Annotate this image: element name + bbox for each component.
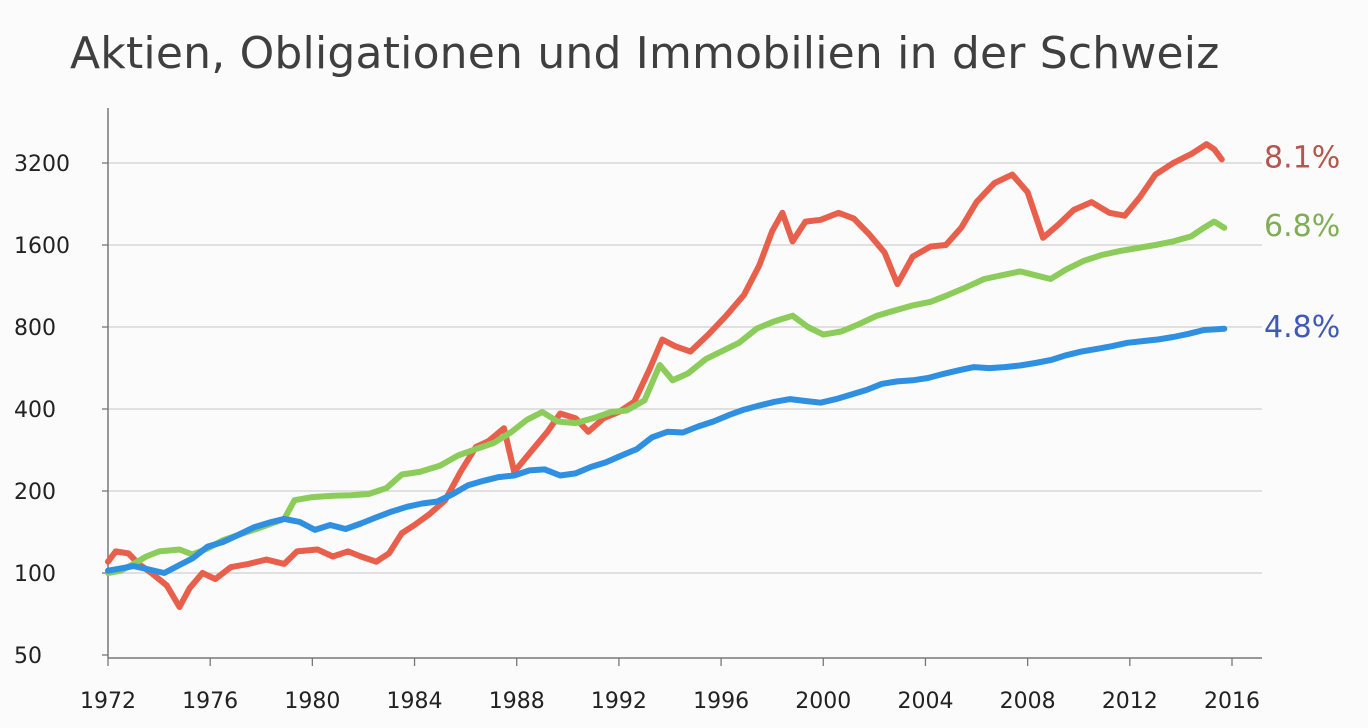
x-tick-label: 2008 <box>1000 689 1056 714</box>
x-tick-label: 2012 <box>1102 689 1158 714</box>
x-tick-label: 1980 <box>284 689 340 714</box>
x-tick-label: 2016 <box>1204 689 1260 714</box>
y-tick-label: 3200 <box>14 152 70 177</box>
y-tick-label: 50 <box>14 644 42 669</box>
y-tick-label: 200 <box>14 480 56 505</box>
y-tick-label: 1600 <box>14 234 70 259</box>
x-tick-label: 1996 <box>693 689 749 714</box>
series-line-3 <box>105 325 1228 576</box>
x-tick-label: 1976 <box>182 689 238 714</box>
series-end-label-1: 8.1% <box>1264 140 1340 175</box>
x-tick-label: 1988 <box>489 689 545 714</box>
x-tick-label: 1972 <box>80 689 136 714</box>
series-end-label-3: 4.8% <box>1264 310 1340 345</box>
y-tick-label: 100 <box>14 562 56 587</box>
y-tick-label: 800 <box>14 316 56 341</box>
x-tick-label: 2000 <box>795 689 851 714</box>
x-tick-label: 1992 <box>591 689 647 714</box>
y-tick-label: 400 <box>14 398 56 423</box>
series-line-1 <box>105 141 1225 610</box>
series-end-label-2: 6.8% <box>1264 209 1340 244</box>
chart-title: Aktien, Obligationen und Immobilien in d… <box>70 28 1220 79</box>
x-tick-label: 2004 <box>897 689 953 714</box>
x-tick-label: 1984 <box>387 689 443 714</box>
